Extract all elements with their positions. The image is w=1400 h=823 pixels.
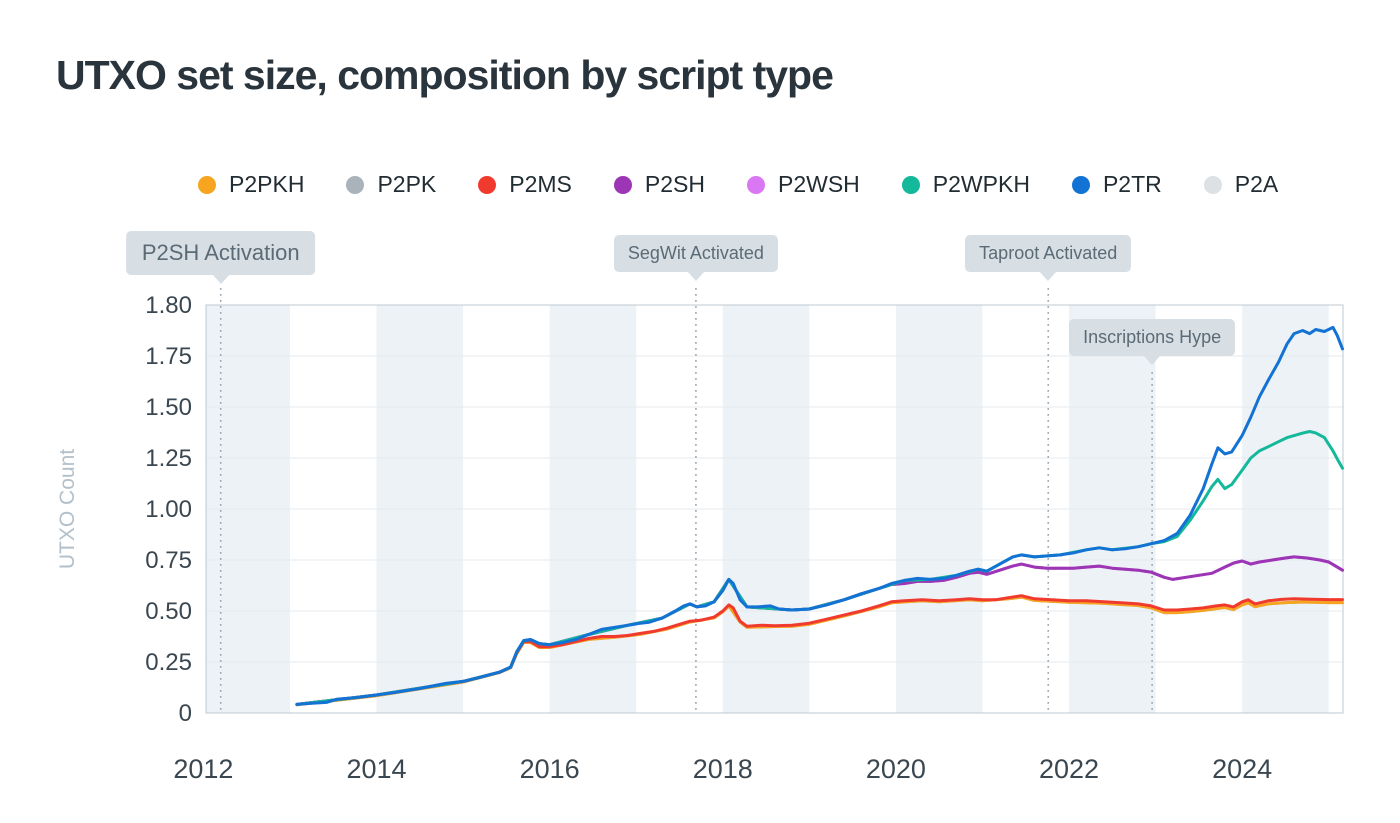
y-axis-title: UTXO Count: [56, 449, 79, 569]
annotation-taproot-activated: Taproot Activated: [965, 235, 1132, 272]
annotation-p2sh-activation: P2SH Activation: [125, 231, 316, 275]
p2wpkh-legend-dot-icon: [901, 175, 920, 194]
x-tick-label: 2018: [693, 754, 753, 784]
y-tick-label: 0.50: [145, 598, 192, 625]
legend-label: P2SH: [644, 171, 705, 197]
x-tick-label: 2022: [1039, 754, 1099, 784]
legend-label: P2PK: [377, 171, 437, 197]
legend-item-p2tr[interactable]: P2TR: [1071, 171, 1162, 198]
legend-item-p2ms[interactable]: P2MS: [478, 171, 572, 198]
legend: P2PKH P2PK P2MS P2SH P2WSH P2WPKH P2TR P2A: [198, 171, 1278, 198]
y-tick-label: 1.00: [145, 496, 192, 523]
legend-label: P2A: [1234, 171, 1279, 197]
y-tick-label: 1.75: [145, 343, 192, 370]
page-title: UTXO set size, composition by script typ…: [56, 52, 834, 98]
legend-label: P2WSH: [778, 171, 860, 197]
legend-label: P2TR: [1102, 171, 1162, 197]
p2sh-legend-dot-icon: [613, 175, 632, 194]
p2tr-legend-dot-icon: [1071, 175, 1090, 194]
p2ms-legend-dot-icon: [478, 175, 497, 194]
p2pkh-legend-dot-icon: [198, 175, 216, 194]
legend-item-p2sh[interactable]: P2SH: [613, 171, 705, 198]
y-tick-label: 0.25: [145, 649, 192, 676]
p2wsh-legend-dot-icon: [747, 175, 765, 194]
legend-label: P2MS: [509, 171, 572, 197]
legend-label: P2PKH: [229, 171, 305, 197]
series-line-p2tr: [295, 325, 1344, 706]
x-tick-label: 2014: [346, 754, 406, 784]
legend-item-p2a[interactable]: P2A: [1203, 171, 1279, 198]
y-tick-label: 0: [179, 700, 192, 727]
y-tick-label: 1.50: [145, 394, 192, 421]
legend-item-p2pk[interactable]: P2PK: [346, 171, 436, 198]
series-line-p2ms: [295, 594, 1344, 706]
y-tick-label: 0.75: [145, 547, 192, 574]
annotation-inscriptions-hype: Inscriptions Hype: [1069, 319, 1236, 356]
legend-label: P2WPKH: [932, 171, 1030, 197]
legend-item-p2pkh[interactable]: P2PKH: [198, 171, 304, 198]
annotation-segwit-activated: SegWit Activated: [613, 235, 778, 272]
x-tick-label: 2016: [520, 754, 580, 784]
legend-item-p2wpkh[interactable]: P2WPKH: [901, 171, 1030, 198]
x-tick-label: 2020: [866, 754, 926, 784]
y-tick-label: 1.25: [145, 445, 192, 472]
legend-item-p2wsh[interactable]: P2WSH: [747, 171, 860, 198]
x-tick-label: 2012: [173, 754, 233, 784]
p2a-legend-dot-icon: [1203, 175, 1222, 194]
plot-border: [205, 304, 1344, 714]
p2pk-legend-dot-icon: [346, 175, 365, 194]
y-tick-label: 1.80: [145, 292, 192, 319]
x-tick-label: 2024: [1212, 754, 1272, 784]
